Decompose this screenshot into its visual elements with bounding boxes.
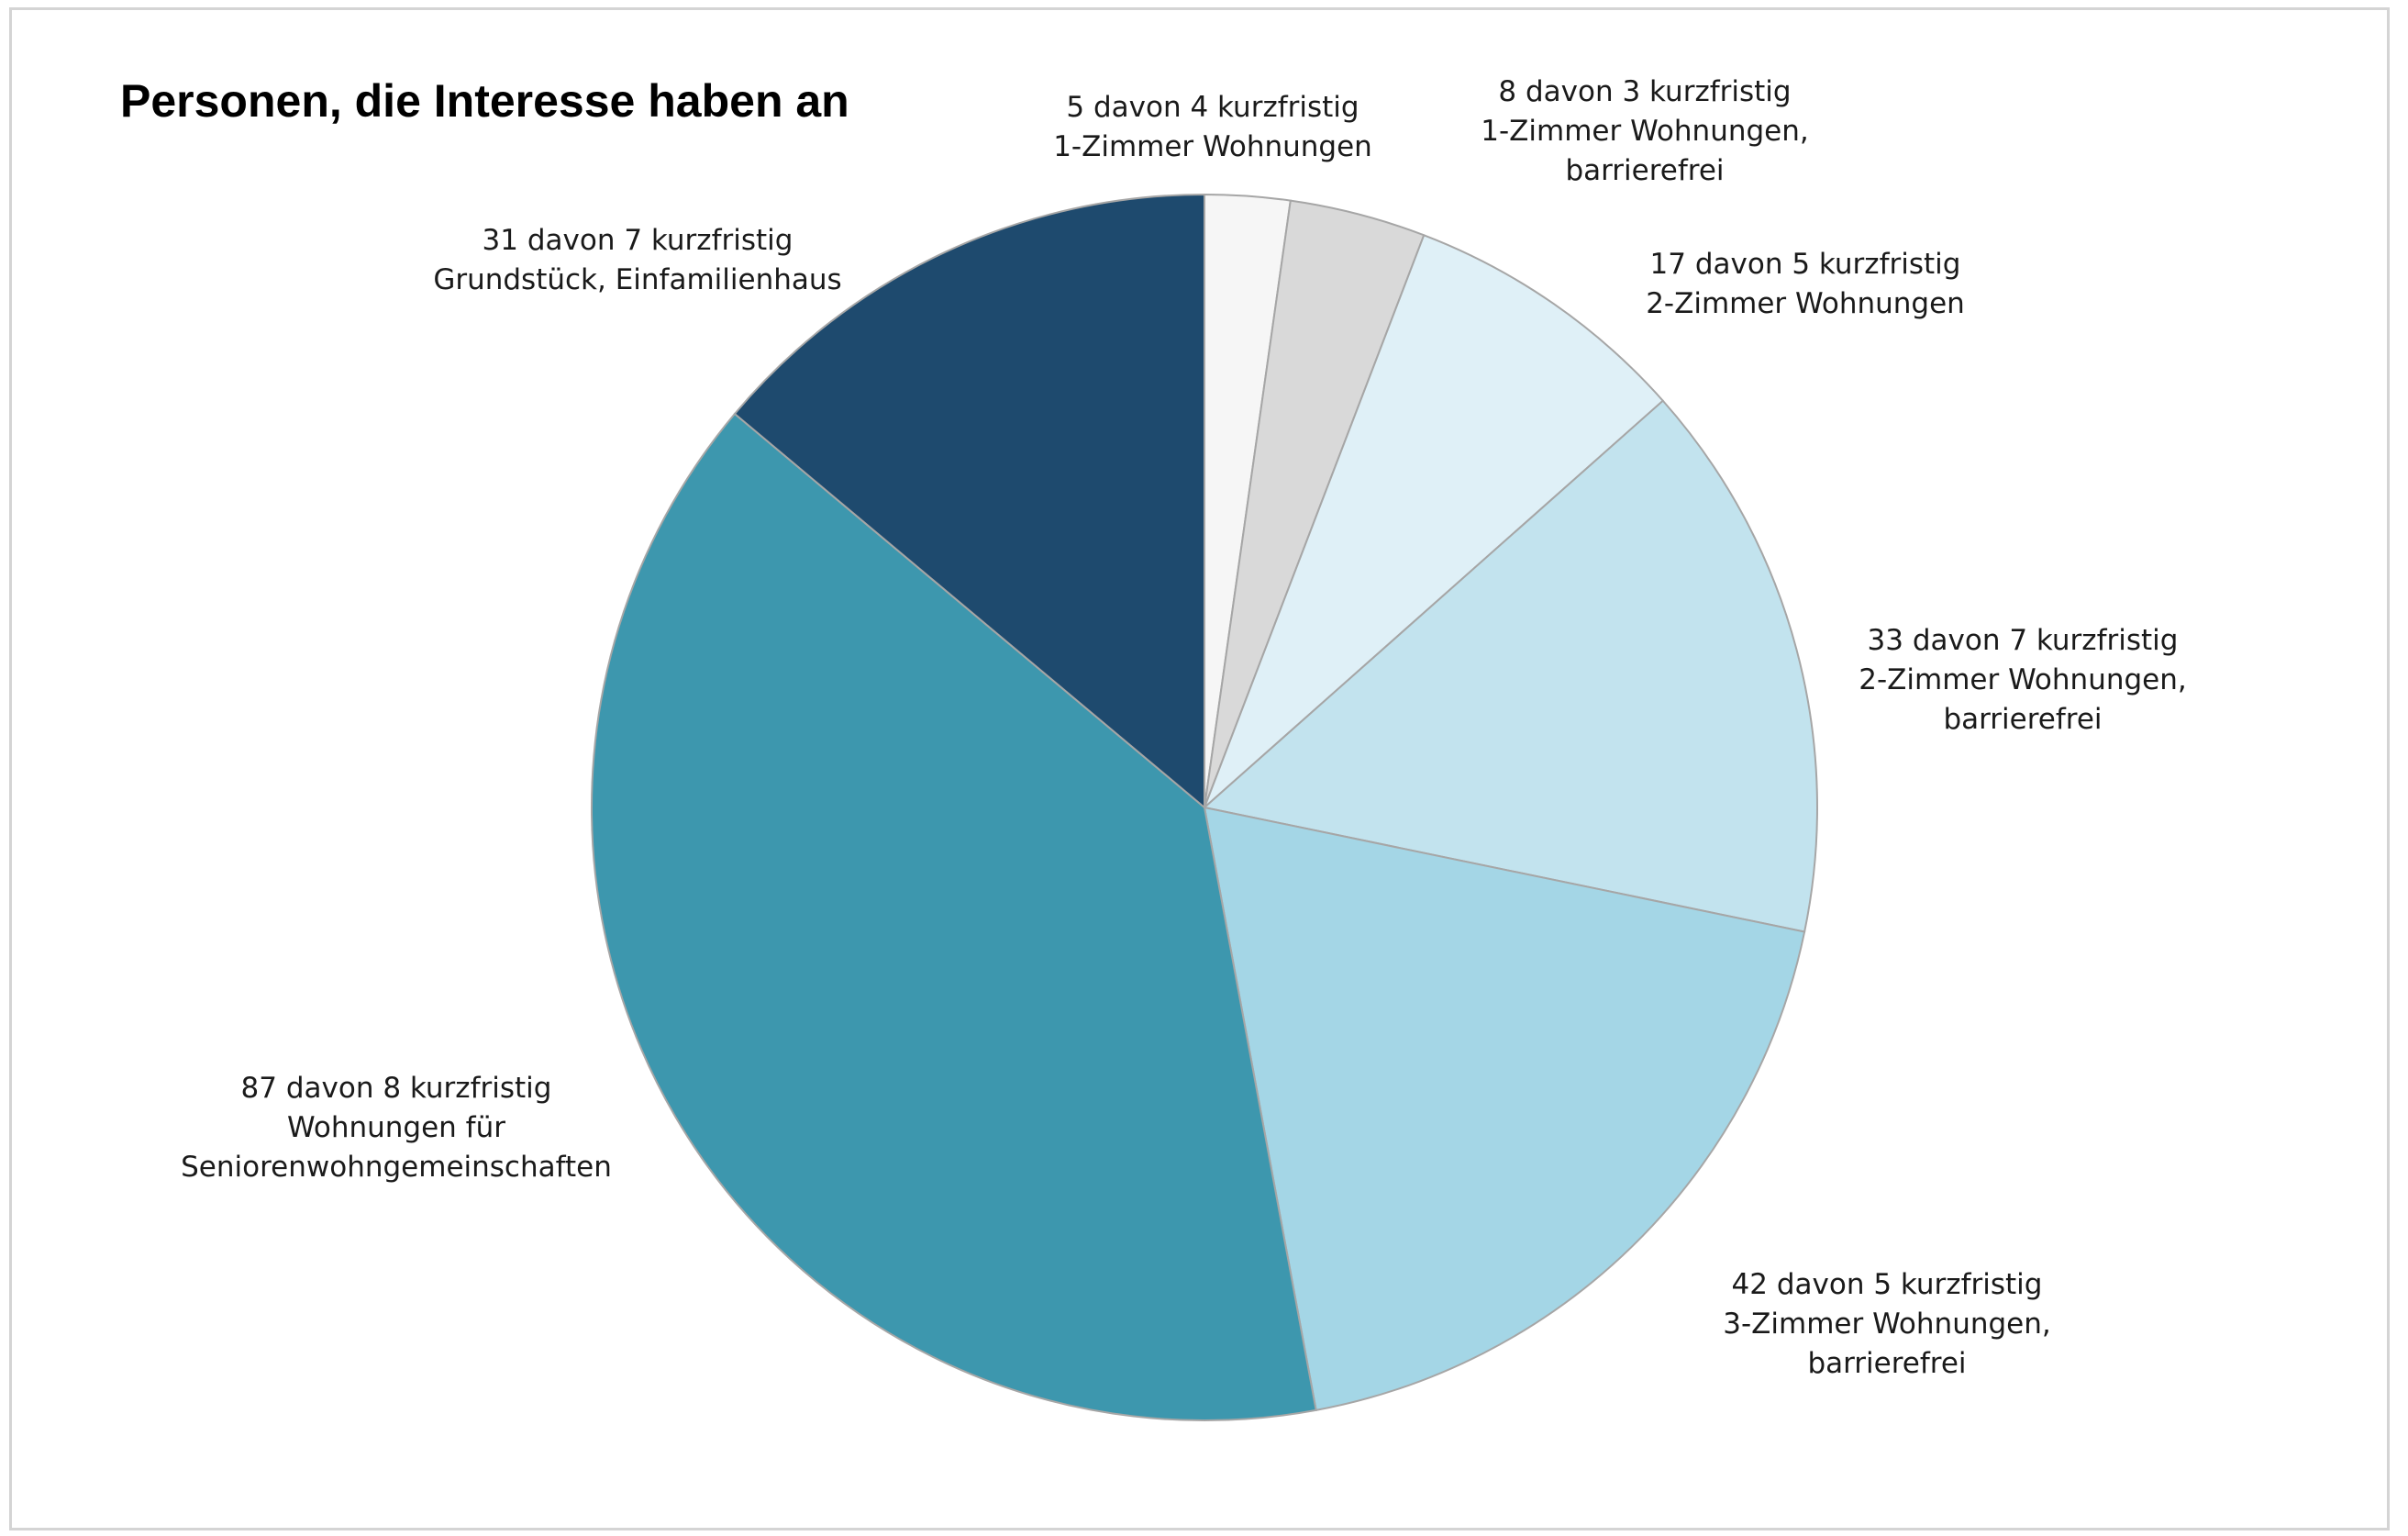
slice-label: 33 davon 7 kurzfristig 2-Zimmer Wohnungen… bbox=[1859, 624, 2186, 736]
slice-label-line: 2-Zimmer Wohnungen, bbox=[1859, 663, 2186, 696]
slice-label: 87 davon 8 kurzfristig Wohnungen für Senio… bbox=[181, 1072, 612, 1184]
chart-title: Personen, die Interesse haben an bbox=[120, 75, 849, 127]
slice-label-line: Wohnungen für bbox=[287, 1111, 505, 1144]
slice-label: 5 davon 4 kurzfristig 1-Zimmer Wohnungen bbox=[1053, 91, 1372, 163]
slice-label: 31 davon 7 kurzfristig Grundstück, Einfam… bbox=[433, 224, 841, 296]
pie-slice bbox=[1204, 234, 1665, 808]
pie-slice bbox=[1203, 806, 1806, 1411]
slice-label-line: barrierefrei bbox=[1565, 154, 1724, 187]
pie-slice bbox=[733, 193, 1205, 810]
slice-label-line: 8 davon 3 kurzfristig bbox=[1498, 75, 1791, 108]
slice-label: 42 davon 5 kurzfristig 3-Zimmer Wohnungen… bbox=[1723, 1268, 2050, 1380]
pie-labels: 5 davon 4 kurzfristig 1-Zimmer Wohnungen 8… bbox=[181, 75, 2187, 1380]
slice-label-line: 17 davon 5 kurzfristig bbox=[1650, 248, 1961, 281]
slice-label-line: barrierefrei bbox=[1807, 1347, 1966, 1380]
slice-label-line: 31 davon 7 kurzfristig bbox=[483, 224, 793, 257]
slice-label-line: 3-Zimmer Wohnungen, bbox=[1723, 1308, 2050, 1341]
pie-slice bbox=[1202, 399, 1818, 933]
slice-label-line: Seniorenwohngemeinschaften bbox=[181, 1151, 612, 1184]
slice-label-line: 1-Zimmer Wohnungen bbox=[1053, 130, 1372, 163]
slice-label-line: 87 davon 8 kurzfristig bbox=[241, 1072, 552, 1105]
slice-label-line: Grundstück, Einfamilienhaus bbox=[433, 263, 841, 296]
slice-label-line: 1-Zimmer Wohnungen, bbox=[1481, 115, 1808, 148]
slice-label-line: barrierefrei bbox=[1943, 703, 2102, 736]
slice-label: 8 davon 3 kurzfristig 1-Zimmer Wohnungen,… bbox=[1481, 75, 1808, 187]
pie-slices bbox=[591, 193, 1818, 1421]
slice-label: 17 davon 5 kurzfristig 2-Zimmer Wohnungen bbox=[1646, 248, 1965, 320]
slice-label-line: 2-Zimmer Wohnungen bbox=[1646, 287, 1965, 320]
slice-label-line: 33 davon 7 kurzfristig bbox=[1868, 624, 2179, 657]
slice-label-line: 42 davon 5 kurzfristig bbox=[1732, 1268, 2043, 1301]
pie-slice bbox=[591, 412, 1317, 1421]
slice-label-line: 5 davon 4 kurzfristig bbox=[1066, 91, 1359, 124]
